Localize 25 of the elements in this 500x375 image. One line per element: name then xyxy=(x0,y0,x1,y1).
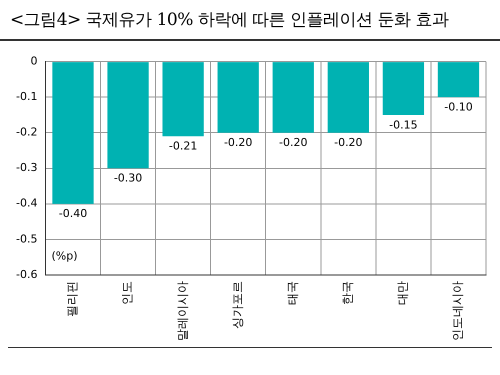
y-tick-label: 0 xyxy=(30,54,38,68)
x-tick-label: 태국 xyxy=(285,281,300,305)
x-tick-label: 인도네시아 xyxy=(450,281,465,341)
y-tick-label: -0.4 xyxy=(16,196,38,210)
x-tick-label: 한국 xyxy=(340,281,354,305)
data-label: -0.30 xyxy=(114,172,142,185)
y-tick-label: -0.1 xyxy=(16,90,38,104)
data-label: -0.20 xyxy=(334,136,363,150)
y-tick-label: -0.2 xyxy=(16,126,38,139)
x-tick-label: 말레이시아 xyxy=(175,281,190,341)
x-tick-label: 싱가포르 xyxy=(230,281,244,329)
chart-title: <그림4> 국제유가 10% 하락에 따른 인플레이션 둔화 효과 xyxy=(0,0,500,41)
y-tick-label: -0.5 xyxy=(16,232,38,246)
data-label: -0.21 xyxy=(168,140,198,153)
data-label: -0.20 xyxy=(224,136,252,150)
y-axis-title: (%p) xyxy=(51,250,78,263)
y-tick-label: -0.6 xyxy=(16,268,38,281)
x-tick-label: 인도 xyxy=(120,281,134,305)
x-tick-label: 대만 xyxy=(396,281,410,305)
data-label: -0.40 xyxy=(58,207,88,220)
data-label: -0.20 xyxy=(279,136,308,150)
y-tick-label: -0.3 xyxy=(16,161,38,174)
data-label: -0.10 xyxy=(444,100,473,114)
x-tick-label: 필리핀 xyxy=(65,281,80,317)
data-label: -0.15 xyxy=(389,118,418,132)
